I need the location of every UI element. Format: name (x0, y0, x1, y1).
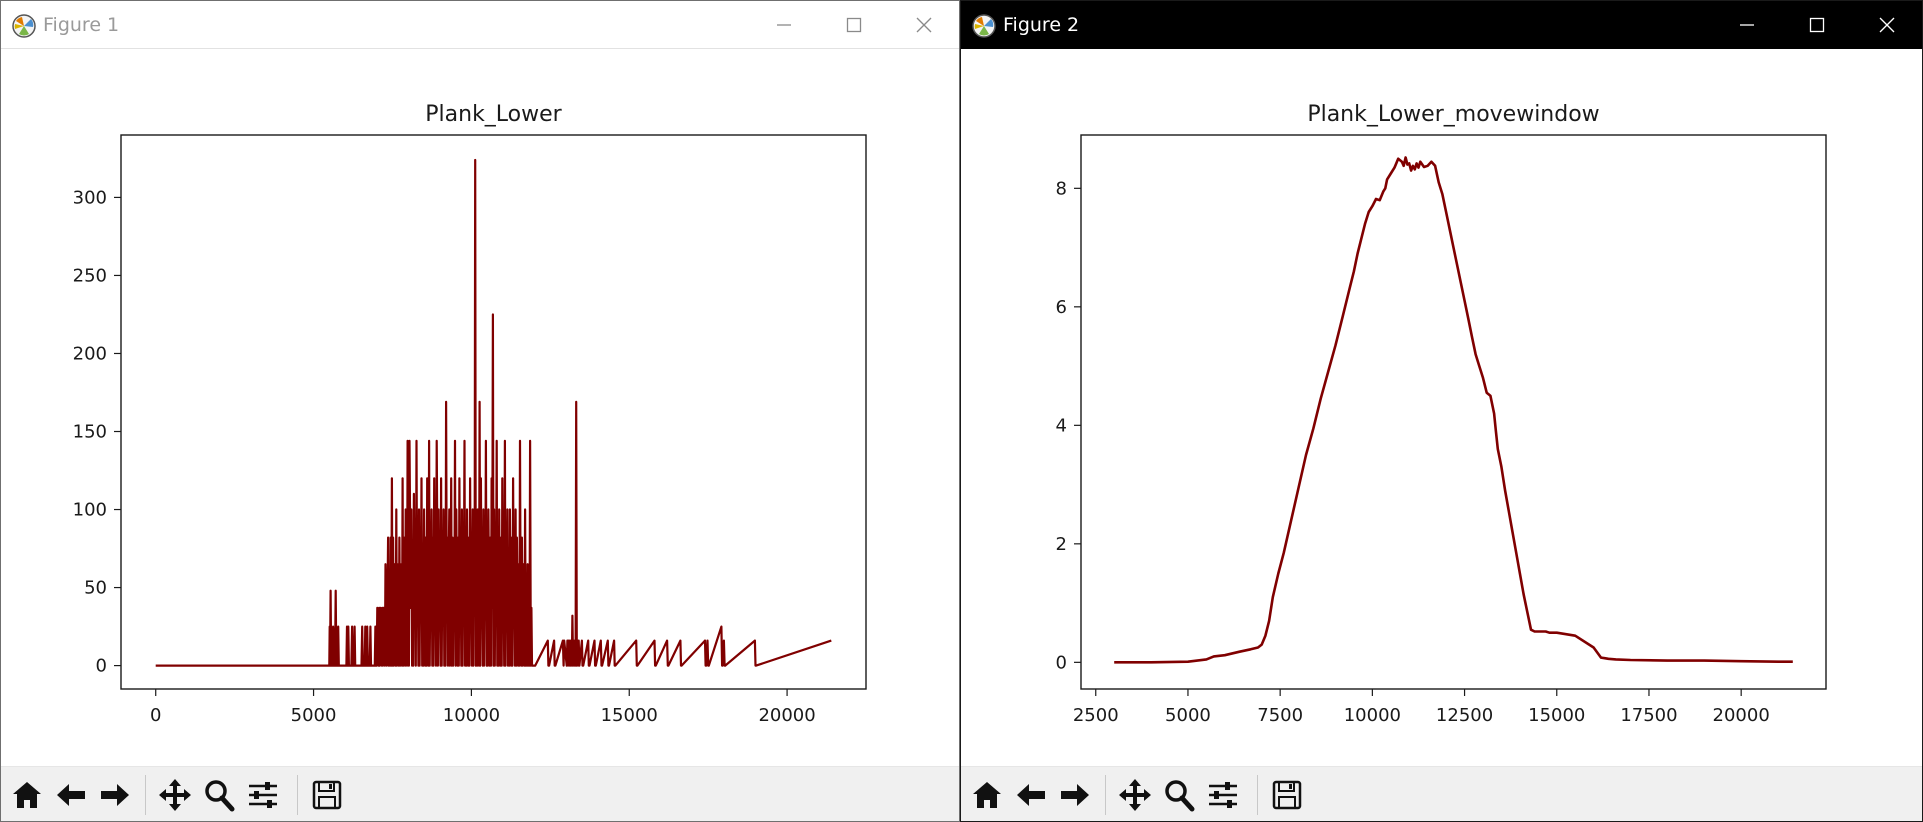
y-tick-label: 0 (1056, 652, 1067, 673)
maximize-icon (846, 17, 862, 33)
pan-button[interactable] (1115, 775, 1155, 815)
y-tick-label: 50 (84, 578, 107, 599)
subplots-icon (1209, 782, 1237, 808)
y-tick-label: 4 (1056, 415, 1067, 436)
matplotlib-logo-icon (972, 14, 996, 38)
maximize-icon (1809, 17, 1825, 33)
toolbar-separator (297, 775, 298, 815)
x-tick-label: 5000 (291, 705, 337, 726)
pan-icon (159, 779, 191, 811)
pan-button[interactable] (155, 775, 195, 815)
close-button[interactable] (1852, 1, 1922, 49)
x-tick-label: 10000 (443, 705, 500, 726)
figure-window-1: Figure 1 Plank_Lower 0 5000 10000 15000 2000… (0, 0, 960, 822)
close-button[interactable] (889, 1, 959, 49)
close-icon (916, 17, 932, 33)
forward-button[interactable] (1055, 775, 1095, 815)
back-button[interactable] (1011, 775, 1051, 815)
x-tick-label: 10000 (1344, 705, 1401, 726)
plot-axes-frame (1080, 134, 1827, 690)
home-icon (13, 782, 41, 808)
y-tick-label: 300 (73, 187, 107, 208)
y-tick-label: 100 (73, 500, 107, 521)
x-tick-label: 15000 (601, 705, 658, 726)
x-tick-label: 2500 (1073, 705, 1119, 726)
y-tick-label: 8 (1056, 178, 1067, 199)
home-button[interactable] (7, 775, 47, 815)
close-icon (1879, 17, 1895, 33)
chart-title: Plank_Lower (425, 102, 562, 127)
data-series-line (155, 158, 832, 667)
title-bar[interactable]: Figure 2 (961, 1, 1922, 49)
x-tick-label: 12500 (1436, 705, 1493, 726)
maximize-button[interactable] (819, 1, 889, 49)
x-tick-label: 20000 (1713, 705, 1770, 726)
x-tick-label: 17500 (1620, 705, 1677, 726)
x-tick-label: 15000 (1528, 705, 1585, 726)
x-tick-label: 5000 (1165, 705, 1211, 726)
minimize-icon (777, 24, 791, 26)
toolbar-separator (1105, 775, 1106, 815)
home-button[interactable] (967, 775, 1007, 815)
y-tick-label: 150 (73, 422, 107, 443)
data-series-line (1114, 156, 1793, 664)
save-icon (312, 780, 342, 810)
minimize-button[interactable] (1712, 1, 1782, 49)
x-tick-label: 0 (150, 705, 161, 726)
subplots-icon (249, 782, 277, 808)
chart-title: Plank_Lower_movewindow (1307, 102, 1599, 127)
y-tick-label: 200 (73, 343, 107, 364)
x-tick-label: 20000 (758, 705, 815, 726)
title-bar[interactable]: Figure 1 (1, 1, 959, 49)
save-figure-button[interactable] (1267, 775, 1307, 815)
navigation-toolbar (1, 766, 959, 821)
minimize-icon (1740, 24, 1754, 26)
toolbar-separator (1257, 775, 1258, 815)
pan-icon (1119, 779, 1151, 811)
forward-arrow-icon (1061, 784, 1089, 806)
plot-canvas[interactable]: Plank_Lower_movewindow 2500 5000 7500 10000… (961, 49, 1922, 767)
zoom-icon (1165, 780, 1195, 812)
maximize-button[interactable] (1782, 1, 1852, 49)
y-tick-label: 6 (1056, 297, 1067, 318)
navigation-toolbar (961, 766, 1922, 821)
y-tick-label: 250 (73, 265, 107, 286)
toolbar-separator (145, 775, 146, 815)
home-icon (973, 782, 1001, 808)
zoom-button[interactable] (199, 775, 239, 815)
back-button[interactable] (51, 775, 91, 815)
save-icon (1272, 780, 1302, 810)
forward-arrow-icon (101, 784, 129, 806)
back-arrow-icon (57, 784, 85, 806)
window-title: Figure 1 (43, 14, 120, 36)
plot-axes-frame (120, 134, 867, 690)
minimize-button[interactable] (749, 1, 819, 49)
zoom-icon (205, 780, 235, 812)
matplotlib-logo-icon (12, 14, 36, 38)
configure-subplots-button[interactable] (1203, 775, 1243, 815)
back-arrow-icon (1017, 784, 1045, 806)
window-title: Figure 2 (1003, 14, 1080, 36)
x-tick-label: 7500 (1257, 705, 1303, 726)
y-tick-label: 2 (1056, 534, 1067, 555)
figure-window-2: Figure 2 Plank_Lower_movewindow 2500 5000… (960, 0, 1923, 822)
save-figure-button[interactable] (307, 775, 347, 815)
y-tick-label: 0 (96, 656, 107, 677)
zoom-button[interactable] (1159, 775, 1199, 815)
configure-subplots-button[interactable] (243, 775, 283, 815)
plot-canvas[interactable]: Plank_Lower 0 5000 10000 15000 20000 0 50 100 1… (1, 49, 959, 767)
forward-button[interactable] (95, 775, 135, 815)
